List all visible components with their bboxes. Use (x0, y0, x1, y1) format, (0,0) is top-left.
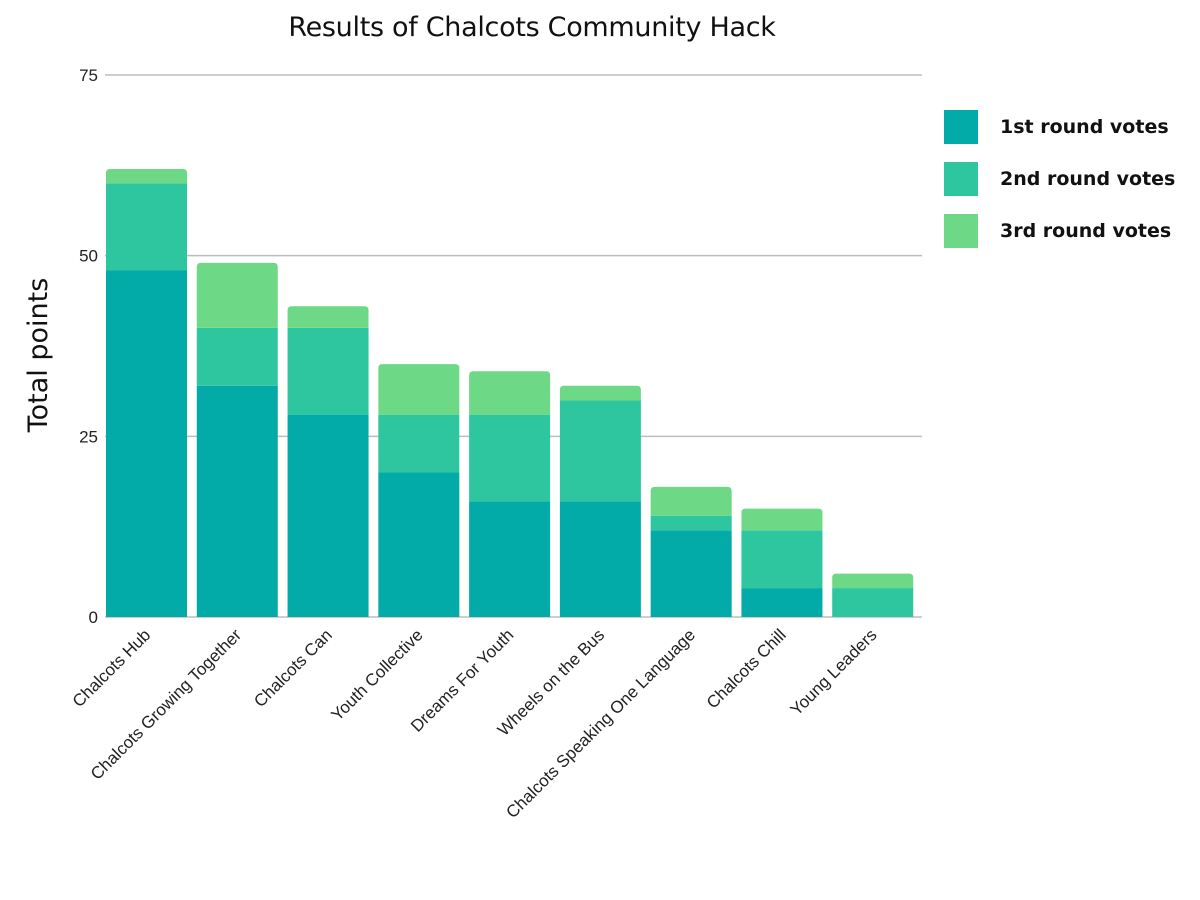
chart-title: Results of Chalcots Community Hack (288, 12, 776, 43)
bar-segment-1st-round (106, 270, 187, 617)
bar-segment-3rd-round (287, 306, 369, 328)
legend-item-1st-round: 1st round votes (944, 110, 1175, 144)
bar-segment-2nd-round (469, 414, 551, 502)
bar-segment-3rd-round (469, 371, 551, 415)
legend-label-1st-round: 1st round votes (1000, 116, 1169, 138)
y-tick-label: 25 (79, 427, 98, 446)
bar-segment-3rd-round (378, 364, 460, 415)
bar-segment-1st-round (287, 414, 369, 617)
bar-segment-1st-round (559, 501, 641, 617)
bar-segment-2nd-round (106, 183, 187, 271)
bar-segment-2nd-round (559, 400, 641, 502)
bar-segment-1st-round (469, 501, 551, 617)
x-tick-label: Chalcots Speaking One Language (502, 625, 699, 822)
bar-segment-2nd-round (832, 588, 914, 617)
y-axis-ticks: 0 25 50 75 (79, 66, 98, 627)
legend-label-3rd-round: 3rd round votes (1000, 220, 1172, 242)
bar-segment-2nd-round (287, 327, 369, 415)
bar-segment-3rd-round (832, 573, 914, 589)
y-tick-label: 75 (79, 66, 98, 85)
legend-label-2nd-round: 2nd round votes (1000, 168, 1176, 190)
bar-segment-2nd-round (650, 515, 732, 531)
x-tick-label: Chalcots Can (250, 625, 336, 711)
x-tick-label: Chalcots Chill (703, 625, 790, 712)
bar-segment-2nd-round (378, 414, 460, 473)
legend-swatch-2nd-round (944, 162, 978, 196)
y-tick-label: 0 (89, 608, 98, 627)
x-tick-label: Chalcots Hub (69, 625, 155, 711)
y-axis-label: Total points (23, 278, 54, 434)
legend: 1st round votes 2nd round votes 3rd roun… (944, 110, 1175, 266)
bar-segment-3rd-round (196, 262, 278, 328)
bar-segment-2nd-round (741, 530, 823, 589)
x-tick-label: Young Leaders (787, 625, 881, 719)
bar-segment-1st-round (196, 385, 278, 617)
legend-swatch-3rd-round (944, 214, 978, 248)
bar-segment-1st-round (378, 472, 460, 617)
bar-segment-2nd-round (196, 327, 278, 386)
bar-segment-1st-round (650, 530, 732, 617)
bar-segment-3rd-round (559, 385, 641, 401)
legend-item-2nd-round: 2nd round votes (944, 162, 1175, 196)
bar-segment-3rd-round (650, 486, 732, 516)
bar-segment-3rd-round (741, 508, 823, 531)
bar-segment-3rd-round (106, 168, 187, 184)
x-tick-label: Chalcots Growing Together (87, 625, 245, 783)
legend-swatch-1st-round (944, 110, 978, 144)
legend-item-3rd-round: 3rd round votes (944, 214, 1175, 248)
y-tick-label: 50 (79, 247, 98, 266)
x-tick-label: Youth Collective (327, 625, 426, 724)
bar-segment-1st-round (741, 588, 823, 617)
bars (106, 168, 914, 617)
